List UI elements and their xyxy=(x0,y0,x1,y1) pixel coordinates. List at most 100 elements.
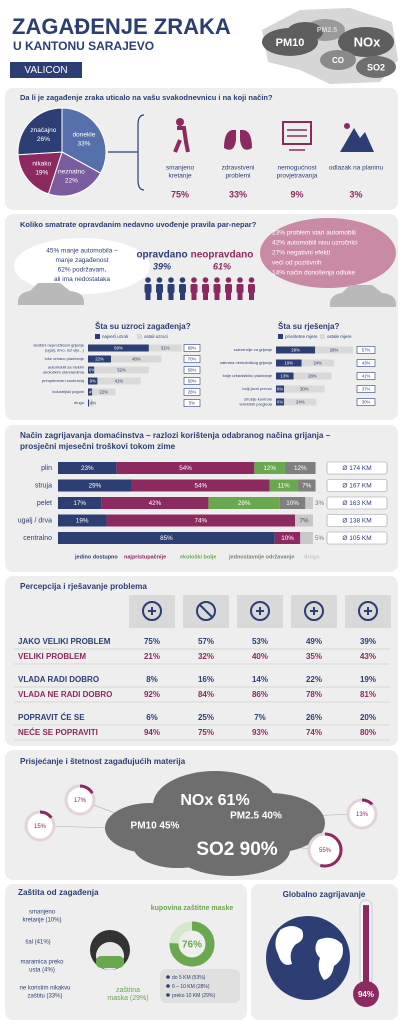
category-label: bolji javni prevoz xyxy=(242,386,272,391)
category: neopravdano xyxy=(191,250,254,261)
slice-label: neznatno xyxy=(58,168,85,175)
bar-segment xyxy=(300,532,313,544)
total-label: 50% xyxy=(188,378,197,383)
total-label: 89% xyxy=(188,345,197,350)
bar-label: 4% xyxy=(89,389,95,394)
bar-segment xyxy=(88,355,112,363)
bar-segment xyxy=(208,497,280,509)
bar-label: 19% xyxy=(76,518,89,525)
person xyxy=(236,277,244,300)
ring-label: 15% xyxy=(34,824,47,830)
effect-icon xyxy=(340,123,374,152)
bar-label: 6% xyxy=(277,386,283,391)
bar-label: 85% xyxy=(160,535,173,542)
person xyxy=(213,277,221,300)
total-label: 37% xyxy=(362,386,371,391)
legend-label: ostali uzroci xyxy=(144,334,168,339)
cell: 81% xyxy=(360,690,376,699)
chart-title: Način zagrijavanja domaćinstva – razlozi… xyxy=(20,431,331,440)
effect-icon xyxy=(282,121,312,151)
bar-label: 29% xyxy=(291,347,300,352)
reason: 23% problem stari automobili xyxy=(272,230,356,237)
pollutant-label: PM10 xyxy=(276,37,305,49)
category-label: plin xyxy=(41,465,52,472)
average-box xyxy=(326,496,388,510)
icon xyxy=(148,607,156,615)
ring-arc xyxy=(346,798,378,830)
person-body xyxy=(190,284,198,293)
average-box xyxy=(326,479,388,492)
category-label: tehničkih pregleda xyxy=(240,402,273,407)
total-box xyxy=(183,355,201,363)
cell: 75% xyxy=(144,637,160,646)
person xyxy=(225,277,232,300)
mask-label: maska (29%) xyxy=(107,995,148,1002)
protection-item: šal (41%) xyxy=(25,940,50,946)
average: Ø 105 KM xyxy=(342,535,371,542)
pollutant-label: CO xyxy=(332,56,344,65)
thermo-bulb xyxy=(353,981,379,1007)
category-label: (ugalj, drvo, lož ulje...) xyxy=(45,348,85,353)
category-label: industrijski pogoni xyxy=(52,389,84,394)
effect-label: provjetravanja xyxy=(277,173,318,180)
bar-label: 41% xyxy=(115,378,124,383)
cell: 84% xyxy=(198,690,214,699)
ring-label: 13% xyxy=(356,812,369,818)
person-head xyxy=(202,277,209,283)
bar-segment xyxy=(94,366,149,374)
person-head xyxy=(191,277,197,283)
bar-label: 7% xyxy=(300,518,310,525)
total-box xyxy=(356,398,376,406)
section-title: Globalno zagrijavanje xyxy=(283,890,366,899)
mask xyxy=(96,956,124,968)
bar-segment xyxy=(284,385,325,393)
average-box xyxy=(326,514,388,527)
bar-segment xyxy=(88,377,98,385)
cell: 39% xyxy=(360,637,376,646)
category-label: bolje urbanističko planiranje xyxy=(223,373,273,378)
cloud xyxy=(320,50,356,70)
legend-dot xyxy=(166,993,170,997)
pie-slice xyxy=(17,107,63,156)
bar-segment xyxy=(58,514,107,527)
bar-label: 30% xyxy=(300,386,309,391)
icon xyxy=(364,607,372,615)
pollutant-label: NOx xyxy=(354,34,382,49)
row-label: POPRAVIT ĆE SE xyxy=(18,713,85,722)
icon-part xyxy=(287,129,307,151)
legend-label: jednostavnije održavanje xyxy=(228,554,294,560)
icon-part xyxy=(176,118,184,126)
bar-label: 24% xyxy=(296,399,305,404)
row-label: NEĆE SE POPRAVITI xyxy=(18,728,98,737)
recall-label: PM2.5 40% xyxy=(230,811,282,822)
cell: 94% xyxy=(144,728,160,737)
bar-label: 31% xyxy=(161,345,170,350)
recall-label: SO2 90% xyxy=(196,839,277,860)
category-label: subvencije za grijanje xyxy=(234,347,273,352)
legend-label: ostale mjere xyxy=(327,334,352,339)
bar-segment xyxy=(284,398,317,406)
bar-label: 5% xyxy=(315,535,325,542)
person-head xyxy=(145,277,151,283)
person-body xyxy=(213,284,221,293)
legend-dot xyxy=(166,975,170,979)
icon xyxy=(310,607,318,615)
icon xyxy=(250,601,270,621)
bar-segment xyxy=(284,462,316,474)
person-head xyxy=(179,277,186,283)
bar-segment xyxy=(276,372,294,380)
chart-title: Šta su rješenja? xyxy=(278,322,339,331)
person-head xyxy=(225,277,232,283)
effect-icon xyxy=(173,118,190,153)
question: Da li je zagađenje zraka uticalo na vašu… xyxy=(20,93,273,102)
total-label: 26% xyxy=(188,389,197,394)
cell: 43% xyxy=(360,652,376,661)
bar-label: 4% xyxy=(90,400,96,405)
cell: 78% xyxy=(306,690,322,699)
protection-item: kretanje (10%) xyxy=(22,918,61,924)
cell: 14% xyxy=(252,675,268,684)
legend-swatch xyxy=(278,334,283,339)
cell: 19% xyxy=(360,675,376,684)
total-box xyxy=(356,346,376,354)
bar-segment xyxy=(58,479,132,492)
